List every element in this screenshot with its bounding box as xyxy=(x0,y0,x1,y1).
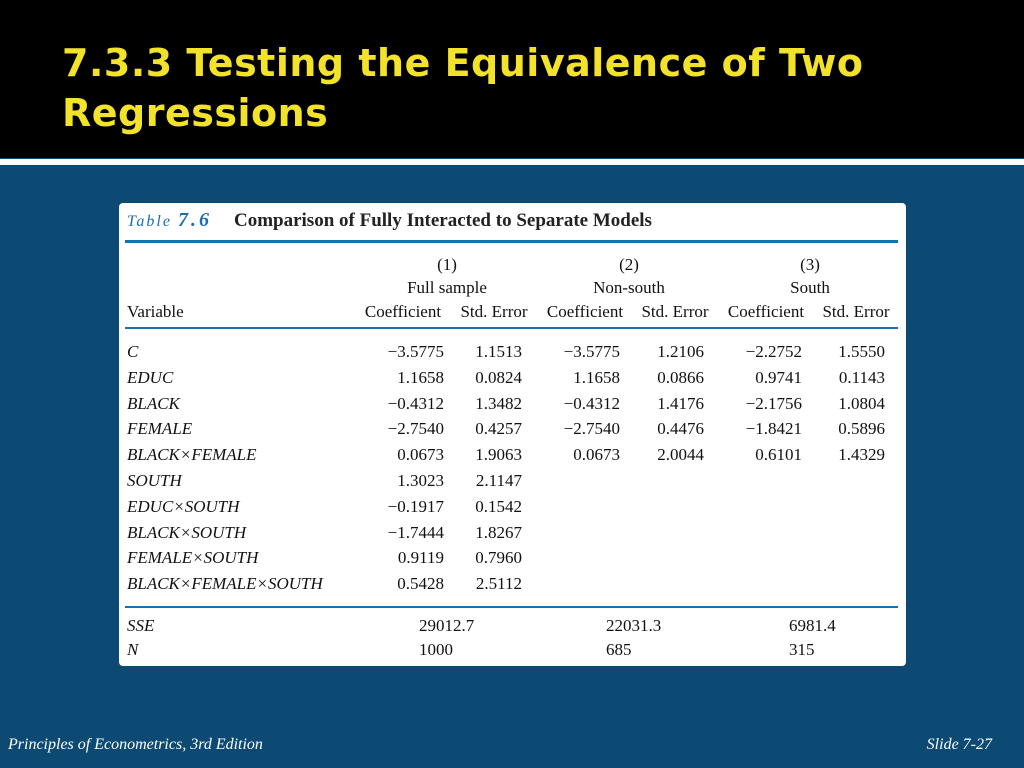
coefficient-cell: −1.8421 xyxy=(745,419,802,438)
coefficient-cell: −0.4312 xyxy=(387,394,444,413)
std-error-cell: 1.0804 xyxy=(838,394,885,413)
variable-name: BLACK×FEMALE×SOUTH xyxy=(127,574,323,593)
coefficient-cell: 0.9741 xyxy=(755,368,802,387)
variable-name: BLACK xyxy=(127,394,180,413)
variable-name: FEMALE xyxy=(127,419,193,438)
std-error-cell: 1.1513 xyxy=(475,342,522,361)
title-divider xyxy=(0,159,1024,165)
model-name-2: Non-south xyxy=(593,278,665,297)
footer-source: Principles of Econometrics, 3rd Edition xyxy=(8,736,263,753)
std-error-header: Std. Error xyxy=(460,302,528,321)
model-number-2: (2) xyxy=(619,255,639,274)
std-error-cell: 0.7960 xyxy=(475,548,522,567)
slide-title: 7.3.3 Testing the Equivalence of Two Reg… xyxy=(62,41,864,135)
std-error-cell: 0.0824 xyxy=(475,368,522,387)
header-rule xyxy=(125,327,898,329)
table-label: Table xyxy=(127,213,172,230)
variable-name: BLACK×FEMALE xyxy=(127,445,257,464)
variable-name: BLACK×SOUTH xyxy=(127,523,247,542)
stat-label: N xyxy=(127,640,139,659)
stat-label: SSE xyxy=(127,616,155,635)
std-error-cell: 1.4329 xyxy=(838,445,885,464)
stat-value: 6981.4 xyxy=(789,616,836,635)
variable-name: C xyxy=(127,342,139,361)
stat-value: 1000 xyxy=(419,640,453,659)
coefficient-cell: 0.5428 xyxy=(397,574,444,593)
table-card: Table 7.6 Comparison of Fully Interacted… xyxy=(119,203,906,666)
coefficient-header: Coefficient xyxy=(727,302,805,321)
table-number: 7.6 xyxy=(177,209,212,231)
std-error-header: Std. Error xyxy=(641,302,709,321)
coefficient-cell: −3.5775 xyxy=(387,342,444,361)
stat-value: 22031.3 xyxy=(606,616,662,635)
table-top-rule xyxy=(125,240,898,243)
std-error-cell: 2.0044 xyxy=(657,445,704,464)
coefficient-cell: 0.0673 xyxy=(397,445,444,464)
stat-value: 685 xyxy=(606,640,632,659)
coefficient-cell: −2.7540 xyxy=(387,419,444,438)
coefficient-cell: −1.7444 xyxy=(387,523,444,542)
coefficient-cell: −3.5775 xyxy=(563,342,620,361)
std-error-cell: 1.8267 xyxy=(475,523,522,542)
stats-rule xyxy=(125,606,898,608)
model-name-1: Full sample xyxy=(407,278,487,297)
coefficient-cell: 1.1658 xyxy=(397,368,444,387)
stat-value: 29012.7 xyxy=(419,616,475,635)
std-error-cell: 2.5112 xyxy=(475,574,522,593)
table-caption: Table 7.6 Comparison of Fully Interacted… xyxy=(127,209,652,232)
coefficient-cell: 0.0673 xyxy=(573,445,620,464)
coefficient-cell: 1.1658 xyxy=(573,368,620,387)
std-error-cell: 1.2106 xyxy=(657,342,704,361)
variable-name: FEMALE×SOUTH xyxy=(127,548,259,567)
variable-header: Variable xyxy=(127,302,184,321)
model-name-3: South xyxy=(790,278,830,297)
std-error-cell: 0.4476 xyxy=(657,419,704,438)
std-error-cell: 1.3482 xyxy=(475,394,522,413)
std-error-cell: 1.5550 xyxy=(838,342,885,361)
coefficient-cell: 1.3023 xyxy=(397,471,444,490)
std-error-cell: 0.5896 xyxy=(838,419,885,438)
stat-value: 315 xyxy=(789,640,815,659)
coefficient-cell: −2.1756 xyxy=(745,394,802,413)
std-error-cell: 2.1147 xyxy=(475,471,522,490)
std-error-cell: 0.1542 xyxy=(475,497,522,516)
std-error-cell: 0.0866 xyxy=(657,368,704,387)
coefficient-cell: −2.2752 xyxy=(745,342,802,361)
footer-slide-number: Slide 7-27 xyxy=(926,736,992,753)
std-error-cell: 0.1143 xyxy=(838,368,885,387)
coefficient-header: Coefficient xyxy=(364,302,442,321)
coefficient-cell: 0.6101 xyxy=(755,445,802,464)
coefficient-cell: −0.1917 xyxy=(387,497,444,516)
variable-name: EDUC xyxy=(127,368,174,387)
variable-name: EDUC×SOUTH xyxy=(127,497,240,516)
std-error-cell: 0.4257 xyxy=(475,419,522,438)
model-number-3: (3) xyxy=(800,255,820,274)
model-number-1: (1) xyxy=(437,255,457,274)
coefficient-cell: 0.9119 xyxy=(397,548,444,567)
std-error-header: Std. Error xyxy=(822,302,890,321)
coefficient-cell: −2.7540 xyxy=(563,419,620,438)
variable-name: SOUTH xyxy=(127,471,182,490)
coefficient-header: Coefficient xyxy=(546,302,624,321)
std-error-cell: 1.9063 xyxy=(475,445,522,464)
coefficient-cell: −0.4312 xyxy=(563,394,620,413)
std-error-cell: 1.4176 xyxy=(657,394,704,413)
table-title: Comparison of Fully Interacted to Separa… xyxy=(233,210,652,231)
title-bar: 7.3.3 Testing the Equivalence of Two Reg… xyxy=(0,0,1024,158)
